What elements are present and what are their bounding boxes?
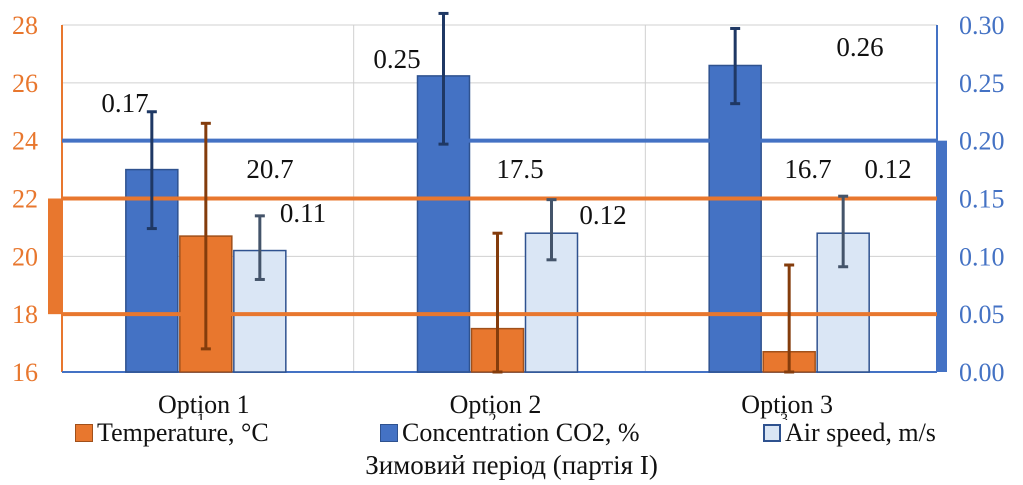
chart-svg: 16 18 20 22 24 26 28 0.00 0.05 0.10 0.15 0.20 0.25 0.… bbox=[12, 11, 1005, 428]
x-tick-number: 1 bbox=[197, 411, 205, 420]
y-right-tick-label: 0.30 bbox=[959, 11, 1005, 40]
legend-label-air: Air speed, m/s bbox=[785, 418, 936, 447]
data-label-air: 0.12 bbox=[579, 200, 626, 230]
y-right-tick-label: 0.20 bbox=[959, 127, 1005, 156]
legend-label-temperature: Temperature, °C bbox=[97, 418, 269, 447]
y-left-tick-label: 28 bbox=[12, 11, 38, 40]
legend-item-temperature: Temperature, °C bbox=[75, 418, 269, 448]
x-tick-label: Option 2 bbox=[450, 390, 542, 419]
data-label-air: 0.11 bbox=[280, 198, 326, 228]
legend-swatch-temperature bbox=[75, 424, 93, 442]
x-tick-label: Option 3 bbox=[741, 390, 833, 419]
y-right-tick-label: 0.10 bbox=[959, 242, 1005, 271]
x-tick-number: 3 bbox=[780, 411, 788, 420]
legend: Temperature, °C Concentration CO2, % Air… bbox=[0, 418, 1023, 448]
chart-caption: Зимовий період (партія I) bbox=[365, 450, 658, 480]
temperature-zone-bracket bbox=[48, 198, 62, 315]
y-right-tick-label: 0.15 bbox=[959, 185, 1005, 214]
data-label-co2: 0.26 bbox=[836, 32, 883, 62]
legend-label-co2: Concentration CO2, % bbox=[402, 418, 640, 447]
y-left-tick-label: 26 bbox=[12, 69, 38, 98]
data-label-co2: 0.17 bbox=[101, 88, 148, 118]
bar-co2 bbox=[708, 64, 762, 373]
x-tick-label: Option 1 bbox=[158, 390, 250, 419]
legend-swatch-air bbox=[763, 424, 781, 442]
legend-item-co2: Concentration CO2, % bbox=[380, 418, 640, 448]
legend-item-air: Air speed, m/s bbox=[763, 418, 936, 448]
data-label-air: 0.12 bbox=[864, 154, 911, 184]
data-label-temperature: 20.7 bbox=[246, 154, 293, 184]
data-label-temperature: 17.5 bbox=[496, 154, 543, 184]
data-label-temperature: 16.7 bbox=[784, 154, 831, 184]
x-tick-number: 2 bbox=[489, 411, 497, 420]
y-left-tick-label: 22 bbox=[12, 185, 38, 214]
y-left-tick-label: 24 bbox=[12, 127, 38, 156]
y-left-tick-label: 20 bbox=[12, 242, 38, 271]
co2-zone-bracket bbox=[937, 140, 947, 372]
y-right-tick-label: 0.00 bbox=[959, 358, 1005, 387]
y-left-tick-label: 16 bbox=[12, 358, 38, 387]
y-right-tick-label: 0.25 bbox=[959, 69, 1005, 98]
y-right-tick-label: 0.05 bbox=[959, 300, 1005, 329]
y-left-tick-label: 18 bbox=[12, 300, 38, 329]
data-label-co2: 0.25 bbox=[373, 44, 420, 74]
legend-swatch-co2 bbox=[380, 424, 398, 442]
